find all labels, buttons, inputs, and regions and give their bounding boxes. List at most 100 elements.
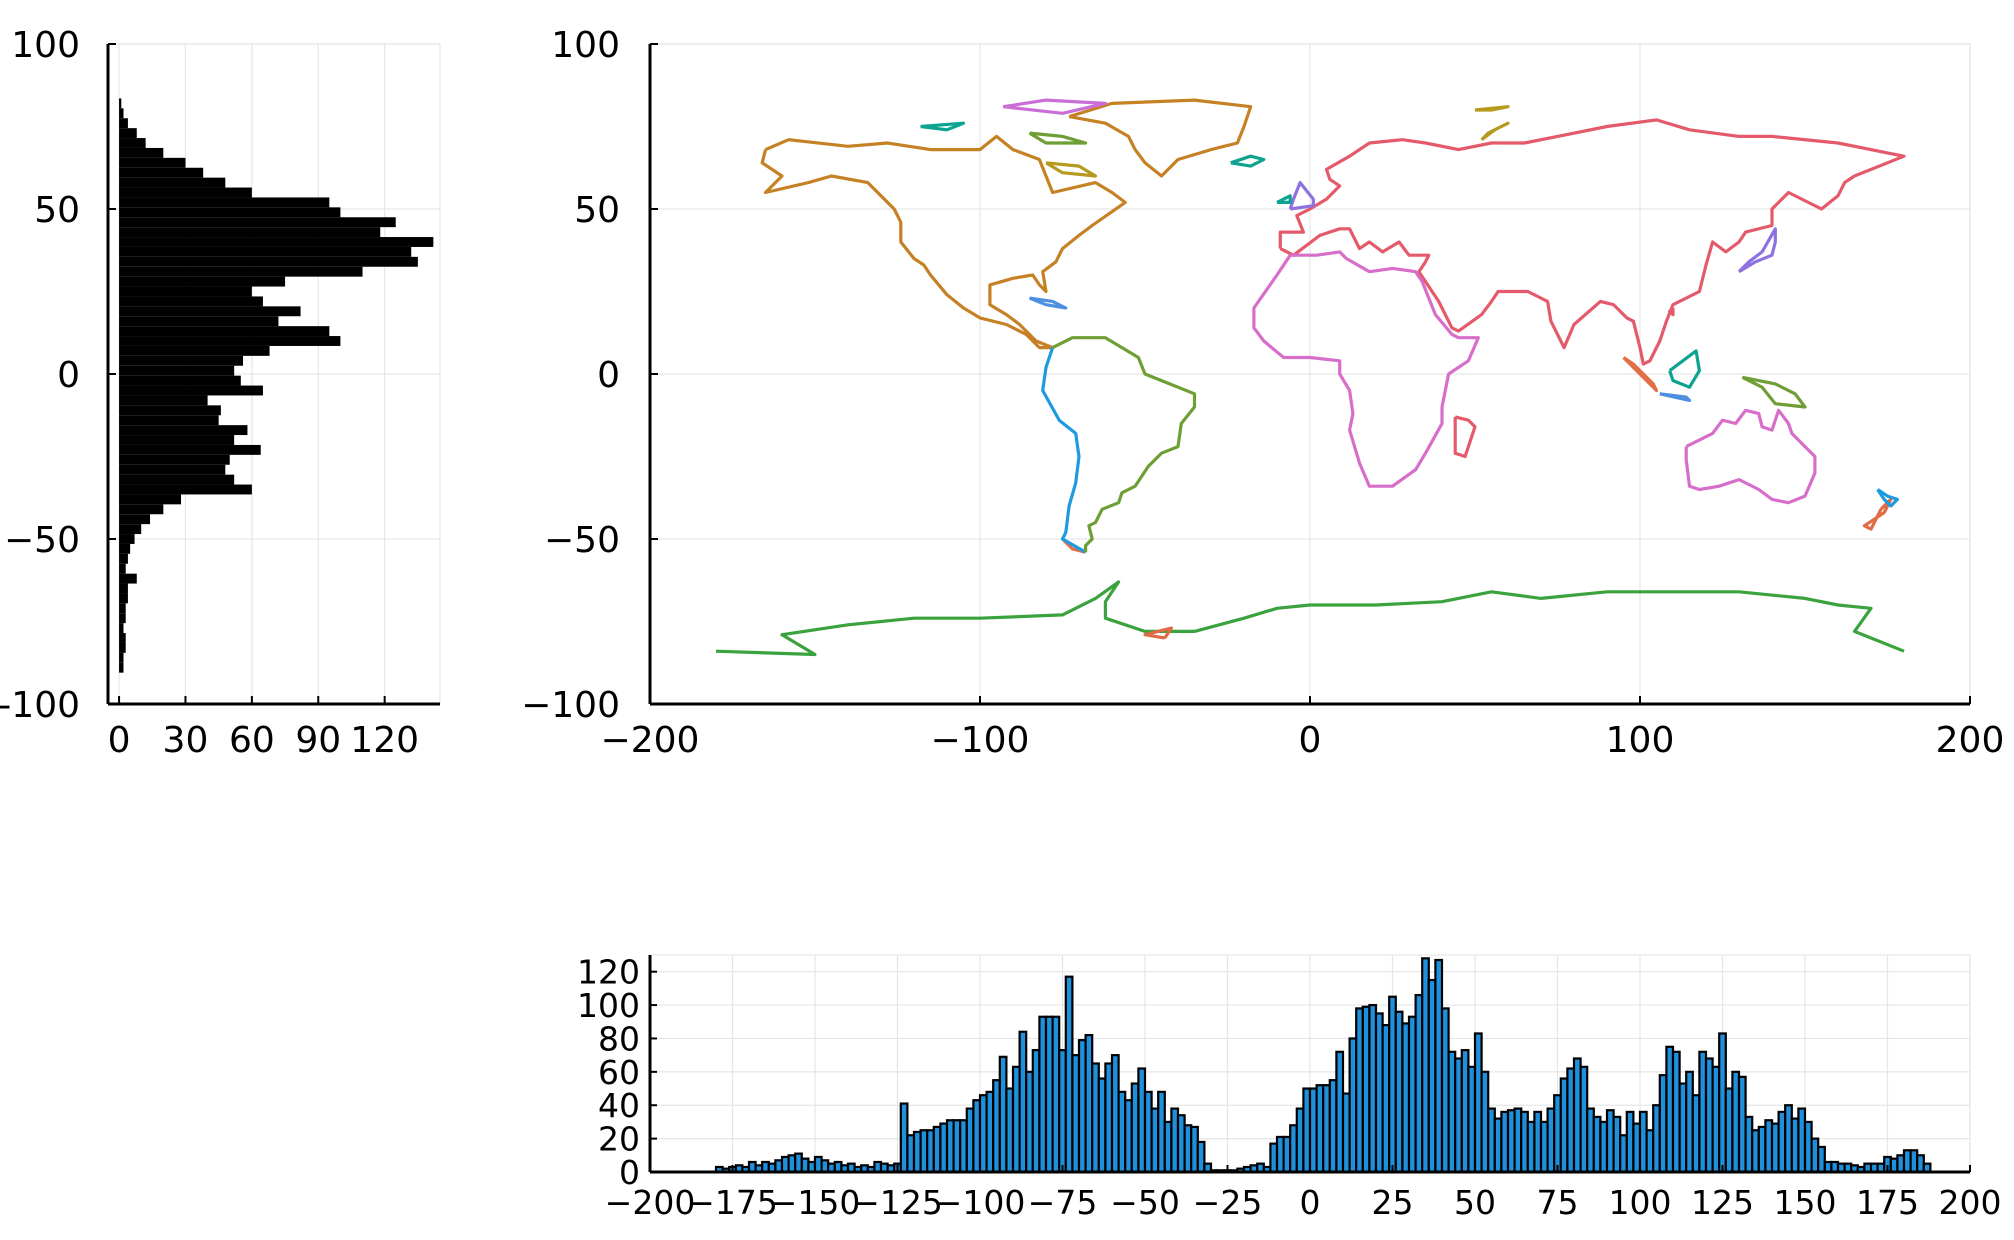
lat-bar	[119, 583, 128, 594]
lat-bar	[119, 375, 241, 386]
map-x-tick-label: −200	[601, 720, 700, 761]
lat-y-tick-label: 100	[11, 25, 80, 66]
coastline-line	[1480, 121, 1510, 141]
lat-bar	[119, 395, 208, 406]
lat-x-tick-label: 30	[163, 720, 209, 761]
lat-bar	[119, 217, 396, 228]
lat-bar	[119, 147, 164, 158]
lat-bar	[119, 405, 221, 416]
lat-bar	[119, 316, 279, 327]
lon-y-tick-label: 80	[598, 1019, 640, 1058]
map-y-tick-label: −50	[544, 520, 620, 561]
map-x-tick-label: 0	[1299, 720, 1322, 761]
lon-x-tick-label: 125	[1691, 1183, 1754, 1222]
lat-bar	[119, 474, 235, 485]
lat-bar	[119, 286, 252, 297]
lon-x-tick-label: 100	[1609, 1183, 1672, 1222]
lat-bar	[119, 633, 126, 643]
coastline-line	[1252, 250, 1480, 488]
lat-bar	[119, 593, 128, 604]
lat-bar	[119, 662, 124, 673]
lon-x-tick-label: −200	[605, 1183, 696, 1222]
lon-x-tick-label: −25	[1193, 1183, 1263, 1222]
lat-y-tick-label: −50	[4, 520, 80, 561]
lon-y-tick-label: 60	[598, 1053, 640, 1092]
lat-bar	[119, 534, 135, 544]
coastline-line	[1028, 131, 1088, 145]
lon-x-tick-label: −125	[852, 1183, 943, 1222]
lat-bar	[119, 296, 263, 307]
lon-x-tick-label: −175	[687, 1183, 778, 1222]
map-y-tick-label: −100	[521, 685, 620, 726]
coastline-line	[715, 580, 1905, 657]
lat-bar	[119, 345, 270, 356]
lat-bar	[119, 623, 124, 634]
lat-y-tick-label: -100	[0, 685, 80, 726]
coastline-line	[1668, 349, 1701, 389]
coastline-line	[1068, 98, 1253, 178]
lat-bar	[119, 563, 126, 574]
lon-y-tick-label: 40	[598, 1086, 640, 1125]
lat-bar	[119, 138, 146, 148]
lat-bar	[119, 613, 126, 624]
lat-bar	[119, 246, 412, 257]
lon-x-tick-label: 175	[1856, 1183, 1919, 1222]
lon-x-tick-label: 200	[1939, 1183, 2002, 1222]
lat-bar	[119, 484, 252, 495]
lat-bar	[119, 444, 261, 455]
lat-bar	[119, 187, 252, 198]
lat-bar	[119, 494, 182, 505]
lat-x-tick-label: 0	[108, 720, 131, 761]
lon-x-tick-label: 150	[1774, 1183, 1837, 1222]
lat-bar	[119, 504, 164, 515]
coastline-line	[1668, 306, 1675, 317]
lat-x-tick-label: 90	[295, 720, 341, 761]
lat-x-tick-label: 120	[350, 720, 419, 761]
lat-bar	[119, 237, 434, 247]
lat-bar	[119, 108, 124, 119]
map-x-tick-label: 200	[1936, 720, 2005, 761]
lat-bar	[119, 128, 137, 139]
coastline-line	[1684, 408, 1817, 505]
lon-x-tick-label: 75	[1537, 1183, 1579, 1222]
map-y-tick-label: 50	[574, 190, 620, 231]
lat-y-tick-label: 0	[57, 355, 80, 396]
lat-bar	[119, 177, 226, 188]
coastline-line	[1659, 392, 1692, 402]
coastline-line	[920, 121, 966, 132]
lat-bar	[119, 435, 235, 445]
lon-x-tick-label: −75	[1028, 1183, 1098, 1222]
lat-bar	[119, 425, 248, 436]
lat-bar	[119, 306, 301, 317]
lon-y-tick-label: 20	[598, 1120, 640, 1159]
coastline-line	[1028, 296, 1068, 310]
lat-bar	[119, 207, 341, 218]
lat-y-tick-label: 50	[34, 190, 80, 231]
lat-bar	[119, 197, 330, 208]
lat-x-tick-label: 60	[229, 720, 275, 761]
lon-y-tick-label: 0	[619, 1153, 640, 1192]
lat-bar	[119, 464, 226, 475]
coastline-line	[1741, 375, 1807, 409]
lat-bar	[119, 365, 235, 376]
lat-bar	[119, 276, 286, 287]
coastline-line	[1278, 118, 1906, 366]
lat-bar	[119, 514, 151, 525]
lon-x-tick-label: −50	[1110, 1183, 1180, 1222]
coastline-line	[1622, 356, 1659, 393]
coastline-line	[1288, 181, 1315, 211]
lat-bar	[119, 573, 137, 584]
coastline-line	[1453, 415, 1477, 459]
coastline-line	[1230, 154, 1266, 168]
coastline-line	[1143, 626, 1173, 640]
lat-bar	[119, 266, 363, 277]
lat-bar	[119, 642, 126, 653]
coastline-line	[1862, 497, 1893, 531]
lat-bar	[119, 603, 126, 614]
coastline-line	[1737, 227, 1777, 274]
lat-bar	[119, 227, 381, 238]
lon-x-tick-label: 25	[1372, 1183, 1414, 1222]
coastline-line	[1051, 336, 1197, 553]
